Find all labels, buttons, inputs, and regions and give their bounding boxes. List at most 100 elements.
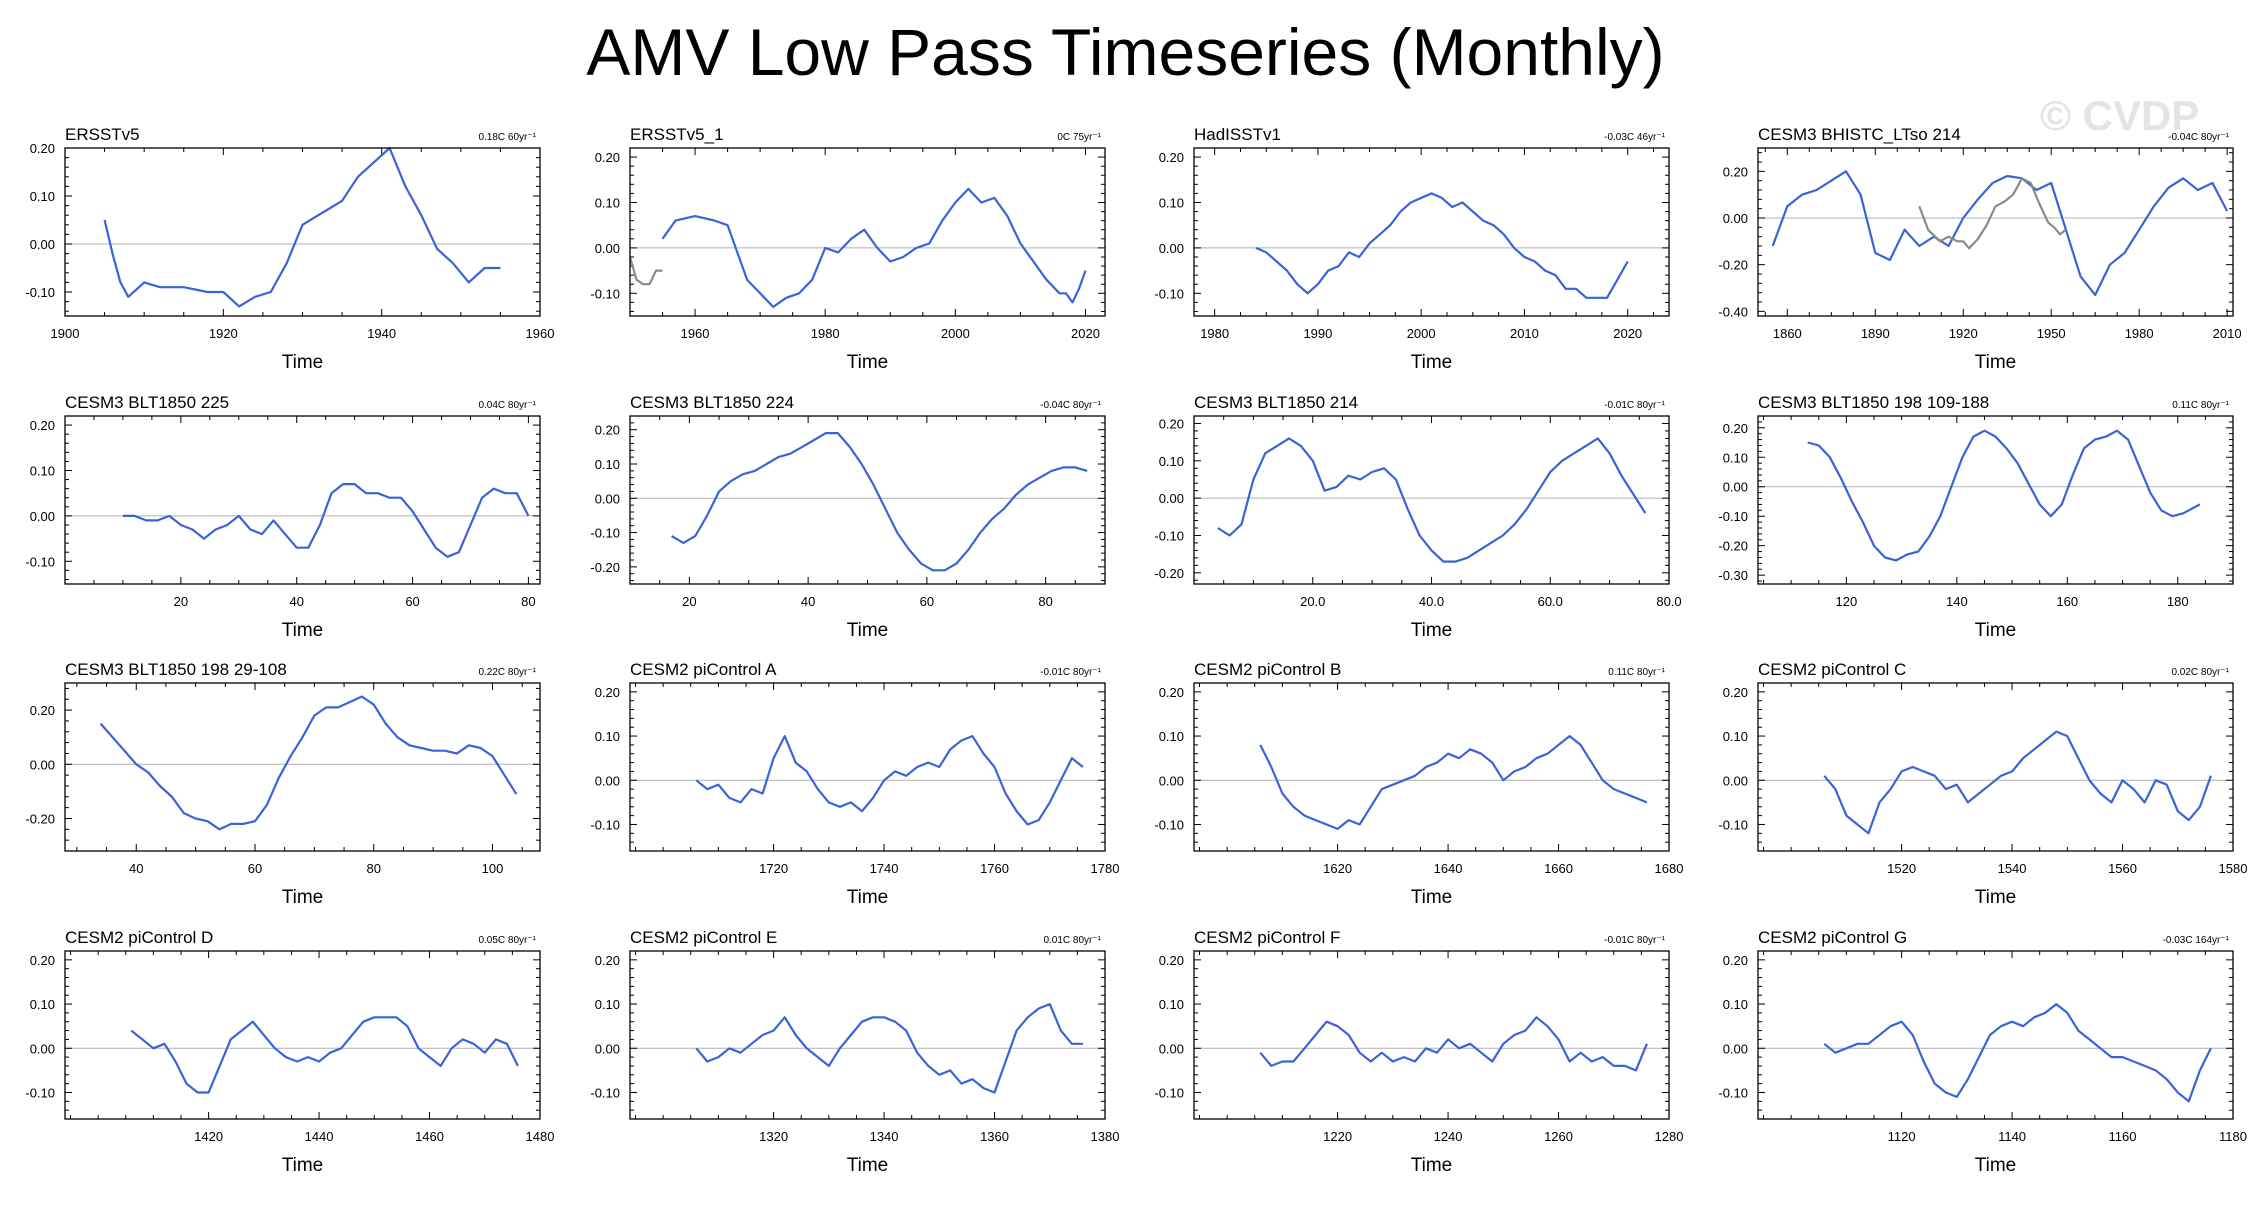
x-tick-label: 1180 (2219, 1129, 2247, 1144)
y-tick-label: 0.10 (595, 997, 620, 1012)
x-axis-label: Time (1411, 887, 1453, 908)
y-tick-label: 0.20 (1159, 953, 1184, 968)
x-tick-label: 20.0 (1300, 594, 1325, 609)
plot-frame (1193, 682, 1670, 852)
plot-frame (1757, 950, 2234, 1120)
x-tick-label: 80 (521, 594, 535, 609)
x-tick-label: 180 (2167, 594, 2189, 609)
x-tick-label: 2010 (2213, 326, 2242, 341)
x-tick-label: 100 (482, 861, 504, 876)
series-line (695, 734, 1084, 826)
y-tick-label: 0.10 (1159, 195, 1184, 210)
plot-frame (629, 950, 1106, 1120)
y-tick-label: 0.10 (1159, 997, 1184, 1012)
x-tick-label: 1720 (759, 861, 788, 876)
y-tick-label: 0.00 (30, 509, 55, 524)
x-tick-label: 1280 (1655, 1129, 1684, 1144)
y-tick-label: 0.20 (30, 418, 55, 433)
panel-trend-label: 0.04C 80yr⁻¹ (478, 400, 536, 411)
plot-frame (1757, 682, 2234, 852)
x-axis-label: Time (282, 1155, 324, 1176)
x-tick-label: 60 (920, 594, 934, 609)
y-tick-label: -0.10 (1718, 1085, 1748, 1100)
y-tick-label: 0.20 (30, 703, 55, 718)
panel-title: CESM2 piControl G (1758, 928, 1907, 947)
plot-frame (64, 682, 541, 852)
x-tick-label: 2000 (941, 326, 970, 341)
y-tick-label: 0.00 (30, 757, 55, 772)
x-tick-label: 1640 (1434, 861, 1463, 876)
x-axis-label: Time (1975, 620, 2017, 641)
x-tick-label: 1990 (1303, 326, 1332, 341)
x-tick-label: 2010 (1510, 326, 1539, 341)
y-tick-label: 0.10 (1159, 454, 1184, 469)
y-tick-label: -0.10 (590, 1085, 620, 1100)
series-line (122, 483, 530, 558)
x-tick-label: 1440 (305, 1129, 334, 1144)
y-tick-label: 0.00 (30, 237, 55, 252)
x-tick-label: 1120 (1888, 1129, 1916, 1144)
x-tick-label: 1520 (1887, 861, 1916, 876)
panel-trend-label: -0.03C 46yr⁻¹ (1604, 132, 1666, 143)
y-tick-label: -0.10 (1154, 528, 1184, 543)
y-tick-label: -0.20 (25, 811, 55, 826)
chart-panel-15: CESM2 piControl F -0.01C 80yr⁻¹ -0.10 0.00 0… (1154, 928, 1683, 1176)
y-tick-label: 0.10 (30, 463, 55, 478)
x-tick-label: 120 (1836, 594, 1858, 609)
panel-trend-label: 0.01C 80yr⁻¹ (1043, 935, 1101, 946)
series-line (1259, 734, 1648, 831)
y-tick-label: 0.20 (595, 685, 620, 700)
panel-trend-label: -0.01C 80yr⁻¹ (1604, 935, 1666, 946)
y-tick-label: -0.10 (590, 817, 620, 832)
panel-title: CESM2 piControl B (1194, 660, 1341, 679)
y-tick-label: 0.10 (1159, 729, 1184, 744)
y-tick-label: 0.00 (1723, 773, 1748, 788)
x-tick-label: 60 (248, 861, 262, 876)
y-tick-label: 0.20 (1159, 685, 1184, 700)
y-tick-label: 0.20 (595, 423, 620, 438)
x-tick-label: 40 (801, 594, 815, 609)
panel-title: CESM2 piControl D (65, 928, 213, 947)
series-line (695, 1002, 1083, 1094)
x-tick-label: 1160 (2109, 1129, 2137, 1144)
x-tick-label: 1140 (1998, 1129, 2026, 1144)
panel-trend-label: -0.01C 80yr⁻¹ (1604, 400, 1666, 411)
x-axis-label: Time (282, 352, 324, 373)
x-tick-label: 40.0 (1419, 594, 1444, 609)
panel-title: CESM2 piControl E (630, 928, 777, 947)
chart-panel-3: HadISSTv1 -0.03C 46yr⁻¹ -0.10 0.00 0.10 0.20 1… (1154, 125, 1670, 373)
x-tick-label: 1890 (1861, 326, 1890, 341)
figure-title: AMV Low Pass Timeseries (Monthly) (586, 15, 1665, 89)
x-tick-label: 1980 (2125, 326, 2154, 341)
panel-title: CESM3 BLT1850 224 (630, 393, 794, 412)
y-tick-label: 0.00 (1159, 773, 1184, 788)
y-tick-label: 0.10 (595, 729, 620, 744)
x-axis-label: Time (1975, 1155, 2017, 1176)
panel-title: ERSSTv5 (65, 125, 140, 144)
x-tick-label: 60 (405, 594, 419, 609)
y-tick-label: -0.10 (25, 1085, 55, 1100)
x-tick-label: 80 (1038, 594, 1052, 609)
chart-panel-16: CESM2 piControl G -0.03C 164yr⁻¹ -0.10 0.00… (1718, 928, 2247, 1176)
x-tick-label: 140 (1946, 594, 1968, 609)
y-tick-label: -0.10 (1154, 1085, 1184, 1100)
series-line (628, 256, 663, 286)
chart-panel-12: CESM2 piControl C 0.02C 80yr⁻¹ -0.10 0.00 0.… (1718, 660, 2247, 908)
x-tick-label: 1960 (526, 326, 555, 341)
series-line (1771, 170, 2229, 297)
plot-frame (1193, 147, 1670, 317)
y-tick-label: -0.20 (1718, 539, 1748, 554)
y-tick-label: 0.10 (1723, 450, 1748, 465)
x-tick-label: 1360 (980, 1129, 1009, 1144)
series-line (671, 432, 1088, 572)
x-tick-label: 1460 (415, 1129, 444, 1144)
x-tick-label: 1560 (2108, 861, 2137, 876)
y-tick-label: 0.20 (595, 953, 620, 968)
series-line (1259, 1016, 1648, 1072)
y-tick-label: 0.10 (595, 195, 620, 210)
panel-trend-label: -0.03C 164yr⁻¹ (2163, 935, 2230, 946)
y-tick-label: -0.10 (25, 554, 55, 569)
chart-panel-13: CESM2 piControl D 0.05C 80yr⁻¹ -0.10 0.00 0.… (25, 928, 554, 1176)
x-tick-label: 160 (2056, 594, 2078, 609)
x-tick-label: 1920 (1949, 326, 1978, 341)
